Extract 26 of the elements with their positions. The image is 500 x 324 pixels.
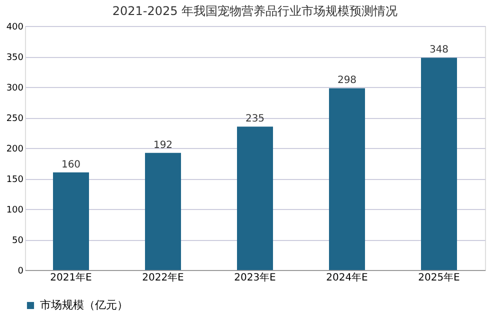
data-label: 160 xyxy=(61,159,81,170)
legend-label: 市场规模（亿元） xyxy=(40,298,128,312)
x-tick-label: 2024年E xyxy=(326,272,368,284)
bar xyxy=(237,126,273,270)
y-tick-label: 250 xyxy=(6,114,24,124)
data-label: 298 xyxy=(337,75,357,86)
y-tick-label: 50 xyxy=(12,236,24,246)
y-tick-label: 150 xyxy=(6,175,24,185)
y-tick-label: 300 xyxy=(6,84,24,94)
bar xyxy=(145,152,181,270)
y-tick-label: 200 xyxy=(6,144,24,154)
chart-title: 2021-2025 年我国宠物营养品行业市场规模预测情况 xyxy=(112,4,398,18)
bar xyxy=(421,58,457,270)
x-tick-label: 2023年E xyxy=(234,272,276,284)
x-tick-label: 2025年E xyxy=(418,272,460,284)
y-tick-label: 100 xyxy=(6,206,24,216)
x-tick-label: 2022年E xyxy=(142,272,184,284)
data-label: 348 xyxy=(429,44,449,56)
x-tick-label: 2021年E xyxy=(50,272,92,284)
y-tick-label: 350 xyxy=(6,53,24,63)
data-label: 235 xyxy=(245,114,265,125)
bar xyxy=(53,172,89,270)
bar xyxy=(329,88,365,270)
data-label: 192 xyxy=(153,140,173,151)
y-tick-label: 400 xyxy=(6,22,24,32)
y-tick-label: 0 xyxy=(18,266,24,276)
